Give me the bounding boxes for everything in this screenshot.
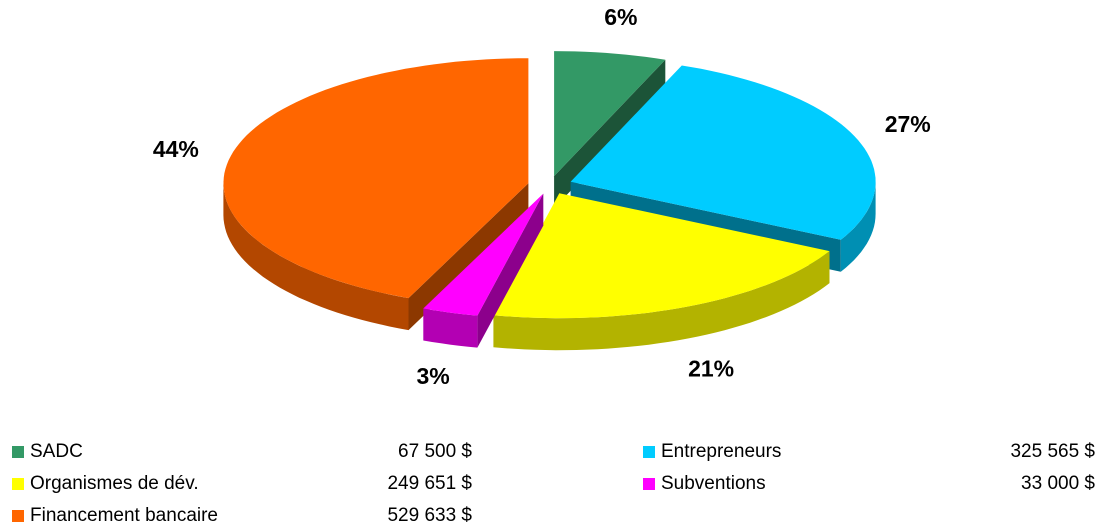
legend-label: Financement bancaire xyxy=(30,505,218,526)
legend-amount: 529 633 $ xyxy=(387,505,472,526)
legend-label: Subventions xyxy=(661,473,766,494)
legend-amount: 33 000 $ xyxy=(1021,473,1095,494)
slice-wall xyxy=(423,308,478,348)
data-label: 21% xyxy=(688,355,734,381)
legend-label: Entrepreneurs xyxy=(661,441,781,462)
slice-wall xyxy=(840,181,876,272)
legend-label: Organismes de dév. xyxy=(30,473,199,494)
slice xyxy=(554,51,666,177)
legend-label: SADC xyxy=(30,441,83,462)
slice-side xyxy=(477,193,544,348)
slice xyxy=(570,65,876,240)
data-label: 3% xyxy=(416,363,449,389)
data-label: 6% xyxy=(604,4,637,30)
data-label: 44% xyxy=(153,136,199,162)
legend-swatch xyxy=(12,478,24,490)
slice xyxy=(493,193,830,319)
legend-swatch xyxy=(643,478,655,490)
slice xyxy=(223,58,529,299)
legend-amount: 249 651 $ xyxy=(387,473,472,494)
legend-amount: 67 500 $ xyxy=(398,441,472,462)
legend-swatch xyxy=(12,510,24,522)
slice-wall xyxy=(493,251,830,351)
legend-swatch xyxy=(643,446,655,458)
slice-wall xyxy=(223,183,409,331)
slice-side xyxy=(408,183,529,331)
slice xyxy=(423,193,544,316)
data-label: 27% xyxy=(885,111,931,137)
legend-swatch xyxy=(12,446,24,458)
legend-amount: 325 565 $ xyxy=(1010,441,1095,462)
